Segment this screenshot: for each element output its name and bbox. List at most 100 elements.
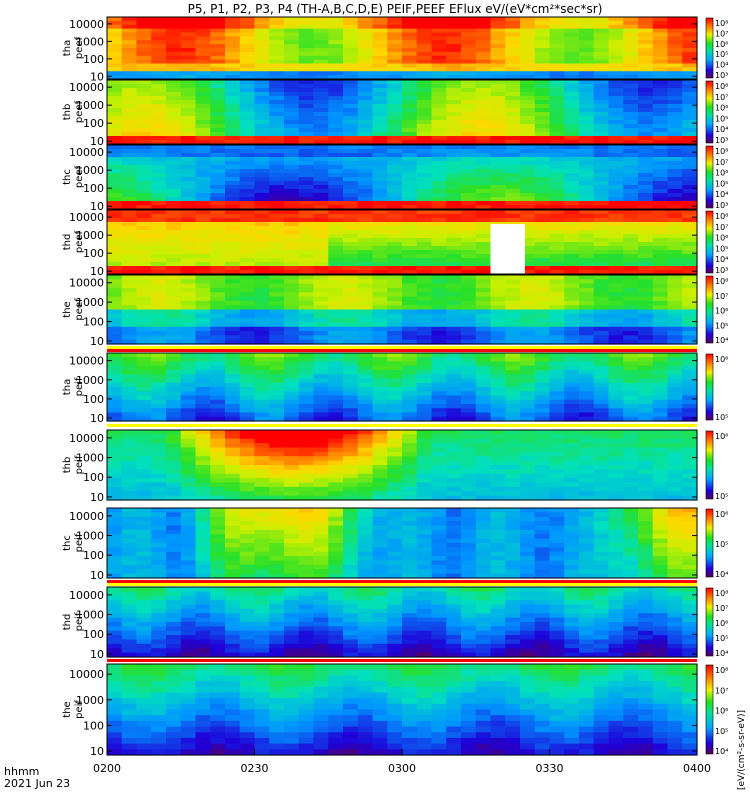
heatmap-cell xyxy=(667,482,683,488)
heatmap-cell xyxy=(387,32,403,37)
heatmap-cell xyxy=(328,556,344,562)
heatmap-cell xyxy=(579,495,595,501)
heatmap-cell xyxy=(269,438,285,444)
heatmap-cell xyxy=(136,357,152,363)
heatmap-cell xyxy=(416,120,433,125)
heatmap-cell xyxy=(431,529,447,535)
heatmap-cell xyxy=(608,270,624,275)
heatmap-cell xyxy=(298,32,315,37)
heatmap-cell xyxy=(180,266,197,271)
heatmap-cell xyxy=(593,218,610,223)
heatmap-cell xyxy=(195,100,211,105)
heatmap-cell xyxy=(166,100,182,105)
heatmap-cell xyxy=(520,185,536,190)
heatmap-cell xyxy=(520,205,536,210)
heatmap-cell xyxy=(652,357,669,363)
heatmap-cell xyxy=(372,153,388,158)
heatmap-cell xyxy=(490,412,506,418)
heatmap-cell xyxy=(151,547,167,553)
heatmap-cell xyxy=(357,104,374,109)
heatmap-cell xyxy=(520,460,536,466)
heatmap-cell xyxy=(121,478,138,484)
heatmap-cell xyxy=(298,482,315,488)
heatmap-cell xyxy=(121,100,138,105)
heatmap-cell xyxy=(520,391,536,397)
heatmap-cell xyxy=(682,246,698,251)
heatmap-cell xyxy=(254,469,270,475)
heatmap-cell xyxy=(239,262,256,267)
heatmap-cell xyxy=(313,262,329,267)
heatmap-cell xyxy=(549,412,565,418)
heatmap-cell xyxy=(431,128,447,133)
heatmap-cell xyxy=(343,242,359,247)
heatmap-cell xyxy=(475,434,492,440)
heatmap-cell xyxy=(254,145,270,150)
heatmap-cell xyxy=(107,40,123,45)
heatmap-cell xyxy=(195,378,211,384)
heatmap-cell xyxy=(195,246,211,251)
heatmap-cell xyxy=(328,434,344,440)
heatmap-cell xyxy=(210,387,226,392)
heatmap-cell xyxy=(284,71,300,76)
heatmap-cell xyxy=(416,48,433,53)
heatmap-cell xyxy=(151,100,167,105)
heatmap-cell xyxy=(357,292,374,298)
heatmap-cell xyxy=(357,254,374,259)
heatmap-cell xyxy=(490,357,506,363)
heatmap-cell xyxy=(151,181,167,186)
heatmap-cell xyxy=(121,238,138,243)
heatmap-cell xyxy=(461,234,477,239)
heatmap-cell xyxy=(564,40,580,45)
heatmap-cell xyxy=(210,51,226,57)
heatmap-cell xyxy=(461,275,477,280)
heatmap-cell xyxy=(402,482,418,488)
heatmap-cell xyxy=(239,75,256,80)
heatmap-cell xyxy=(166,305,182,311)
heatmap-cell xyxy=(343,382,359,388)
heatmap-cell xyxy=(461,361,477,367)
heatmap-cell xyxy=(313,104,329,109)
heatmap-cell xyxy=(298,24,315,30)
heatmap-cell xyxy=(269,157,285,162)
heatmap-cell xyxy=(579,222,595,227)
heatmap-cell xyxy=(638,181,654,186)
heatmap-cell xyxy=(652,434,669,440)
heatmap-cell xyxy=(107,283,123,289)
heatmap-cell xyxy=(313,157,329,162)
y-tick-label: 10 xyxy=(90,200,104,213)
heatmap-cell xyxy=(652,189,669,194)
heatmap-cell xyxy=(210,36,226,41)
heatmap-cell xyxy=(638,382,654,388)
heatmap-cell xyxy=(372,529,388,535)
heatmap-cell xyxy=(121,416,138,422)
heatmap-cell xyxy=(461,412,477,418)
heatmap-cell xyxy=(667,412,683,418)
heatmap-cell xyxy=(239,525,256,531)
heatmap-cell xyxy=(372,75,388,80)
heatmap-cell xyxy=(269,361,285,367)
heatmap-cell xyxy=(623,120,639,125)
heatmap-cell xyxy=(416,108,433,113)
heatmap-cell xyxy=(195,205,211,210)
heatmap-cell xyxy=(107,275,123,280)
heatmap-cell xyxy=(387,201,403,206)
heatmap-cell xyxy=(534,181,551,186)
heatmap-cell xyxy=(652,28,669,34)
heatmap-cell xyxy=(402,100,418,105)
heatmap-cell xyxy=(254,238,270,243)
heatmap-cell xyxy=(402,124,418,129)
heatmap-cell xyxy=(180,140,197,145)
heatmap-cell xyxy=(534,230,551,235)
heatmap-cell xyxy=(225,451,241,457)
heatmap-cell xyxy=(239,210,256,215)
heatmap-cell xyxy=(593,108,610,113)
heatmap-cell xyxy=(225,226,241,231)
heatmap-cell xyxy=(549,193,565,198)
heatmap-cell xyxy=(387,443,403,449)
heatmap-cell xyxy=(269,173,285,178)
heatmap-cell xyxy=(225,230,241,235)
heatmap-cell xyxy=(136,482,152,488)
heatmap-cell xyxy=(136,543,152,548)
heatmap-cell xyxy=(210,438,226,444)
heatmap-cell xyxy=(269,456,285,462)
